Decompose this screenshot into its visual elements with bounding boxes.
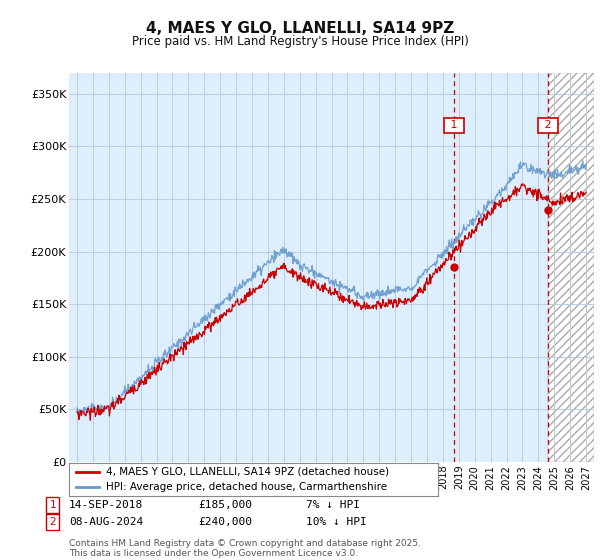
Text: 4, MAES Y GLO, LLANELLI, SA14 9PZ (detached house): 4, MAES Y GLO, LLANELLI, SA14 9PZ (detac…	[106, 467, 389, 477]
Text: 08-AUG-2024: 08-AUG-2024	[69, 517, 143, 527]
Text: HPI: Average price, detached house, Carmarthenshire: HPI: Average price, detached house, Carm…	[106, 482, 387, 492]
Text: £185,000: £185,000	[198, 500, 252, 510]
Text: 2: 2	[541, 120, 555, 130]
Text: 4, MAES Y GLO, LLANELLI, SA14 9PZ: 4, MAES Y GLO, LLANELLI, SA14 9PZ	[146, 21, 454, 36]
FancyBboxPatch shape	[548, 73, 594, 462]
Text: Contains HM Land Registry data © Crown copyright and database right 2025.
This d: Contains HM Land Registry data © Crown c…	[69, 539, 421, 558]
Text: 1: 1	[49, 500, 56, 510]
Text: 7% ↓ HPI: 7% ↓ HPI	[306, 500, 360, 510]
Text: 14-SEP-2018: 14-SEP-2018	[69, 500, 143, 510]
Text: £240,000: £240,000	[198, 517, 252, 527]
Text: 10% ↓ HPI: 10% ↓ HPI	[306, 517, 367, 527]
Text: 1: 1	[447, 120, 461, 130]
Text: 2: 2	[49, 517, 56, 527]
Text: Price paid vs. HM Land Registry's House Price Index (HPI): Price paid vs. HM Land Registry's House …	[131, 35, 469, 48]
